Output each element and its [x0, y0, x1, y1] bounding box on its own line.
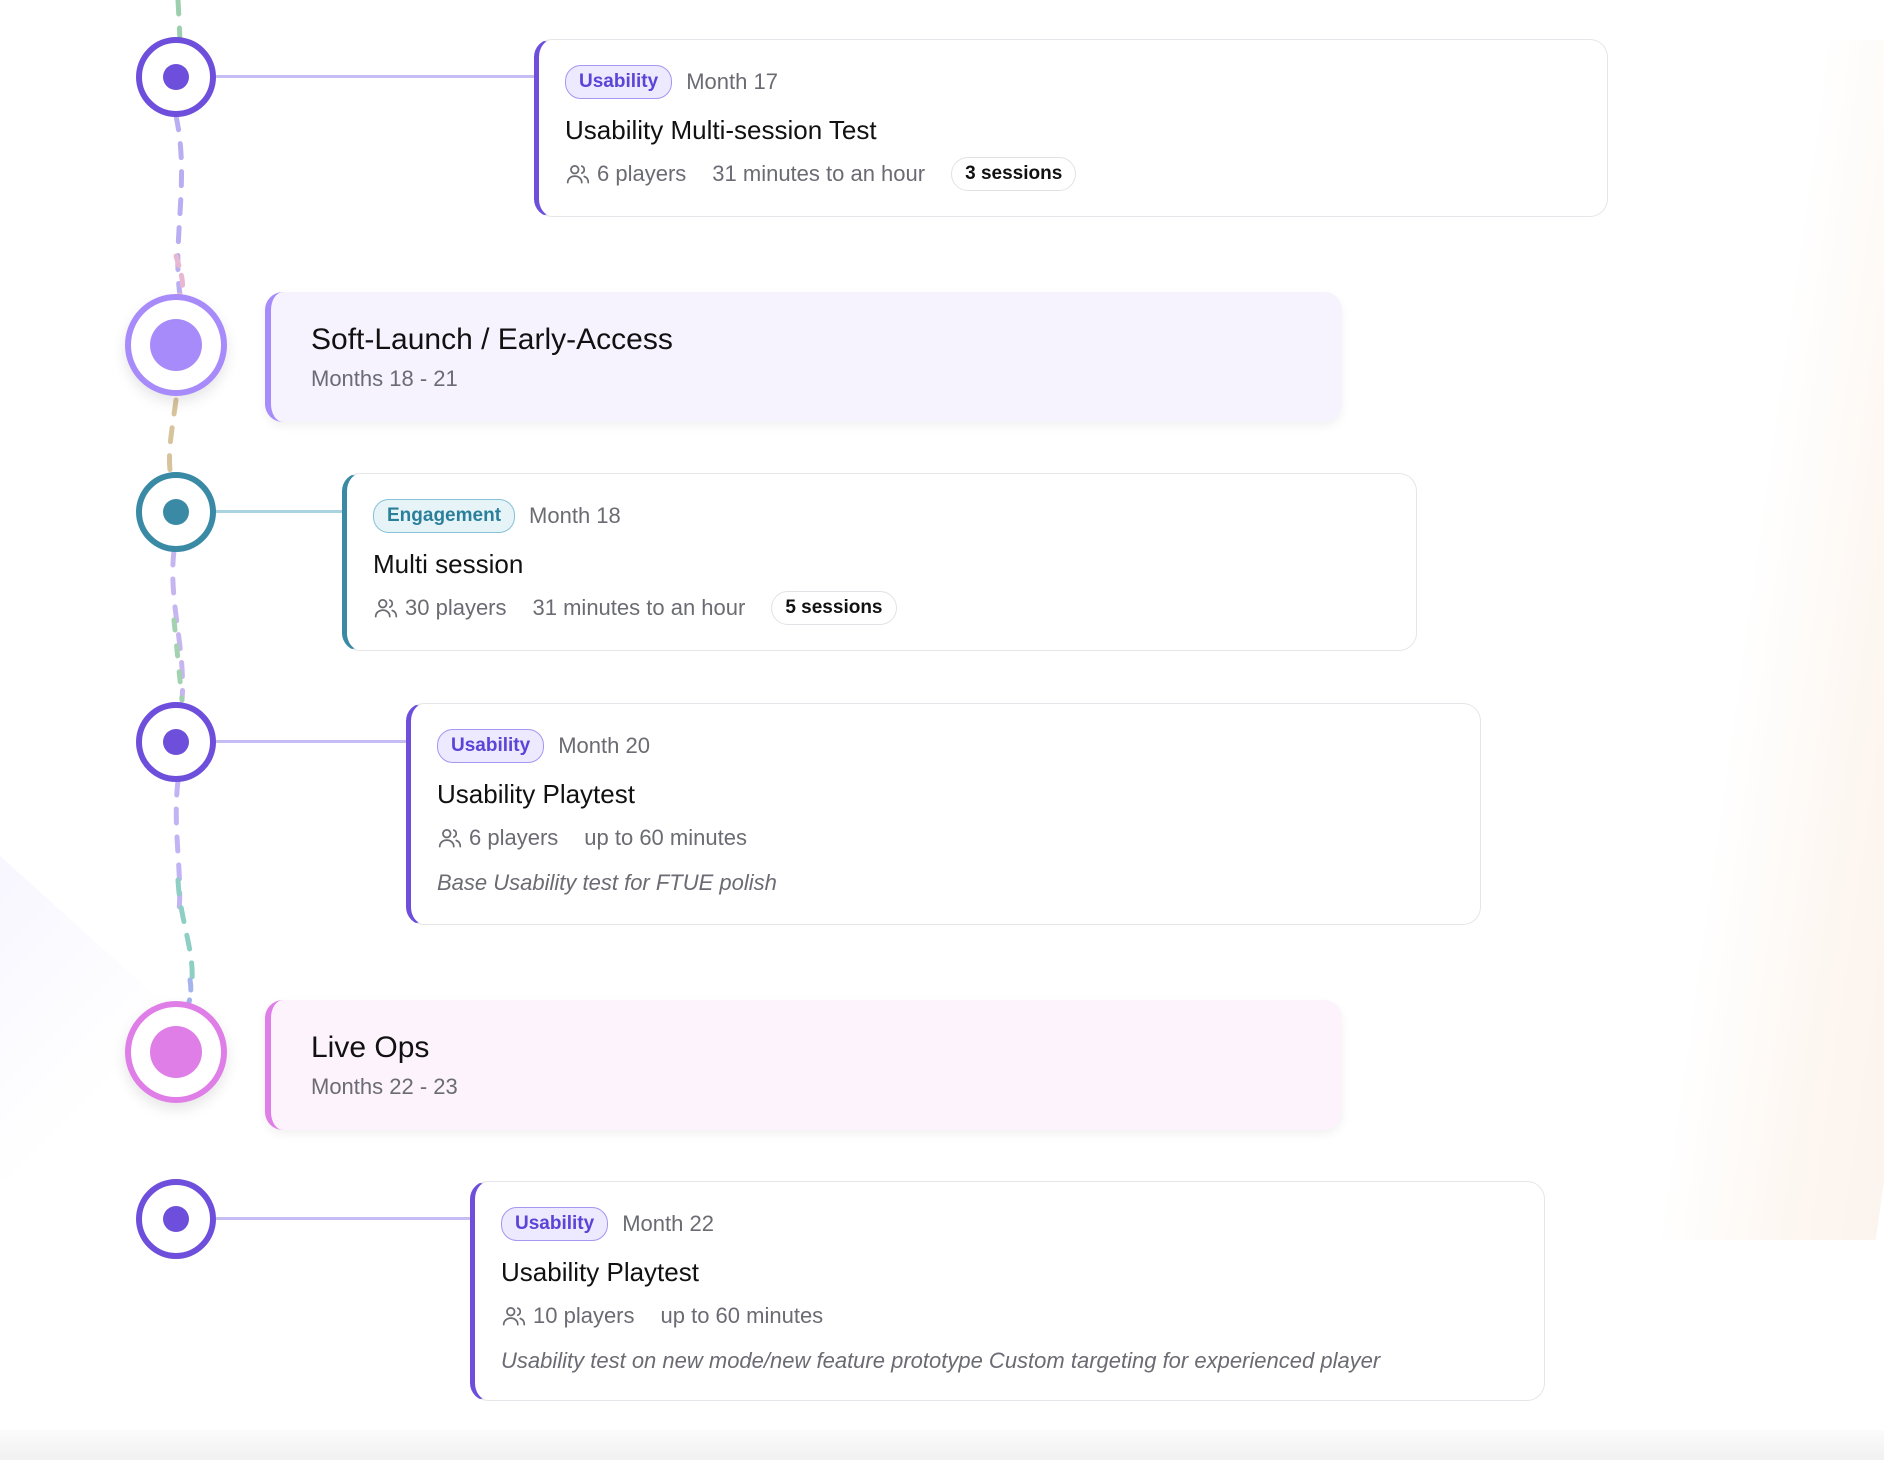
timeline-connector: [214, 510, 344, 513]
timeline-connector: [214, 740, 408, 743]
test-card[interactable]: Usability Month 22 Usability Playtest 10…: [470, 1181, 1545, 1401]
test-title: Usability Playtest: [437, 779, 635, 809]
people-icon: [438, 829, 462, 848]
sessions-badge: 3 sessions: [951, 157, 1077, 191]
timeline-phase-node: [125, 1001, 227, 1103]
background-decoration-right: [1655, 40, 1884, 1240]
timeline-connector: [214, 1217, 472, 1220]
timeline-phase-node: [125, 294, 227, 396]
month-label: Month 22: [622, 1211, 714, 1236]
category-tag: Usability: [437, 729, 545, 763]
timeline-dashed-line: [175, 877, 195, 983]
month-label: Month 18: [529, 503, 621, 528]
month-label: Month 20: [558, 733, 650, 758]
player-count: 30 players: [405, 595, 507, 620]
timeline-dashed-line: [166, 397, 179, 473]
test-title: Multi session: [373, 549, 524, 579]
category-tag: Engagement: [373, 499, 516, 533]
category-tag: Usability: [501, 1207, 609, 1241]
duration: 31 minutes to an hour: [532, 595, 746, 620]
people-icon: [502, 1307, 526, 1326]
timeline-connector: [214, 75, 534, 78]
timeline-node-usability: [136, 702, 216, 782]
timeline-node-dot: [150, 319, 202, 371]
player-count: 6 players: [469, 825, 559, 850]
timeline-node-usability: [136, 37, 216, 117]
test-card[interactable]: Usability Month 20 Usability Playtest 6 …: [406, 703, 1481, 925]
player-count: 6 players: [597, 161, 687, 186]
phase-card-soft-launch: Soft-Launch / Early-Access Months 18 - 2…: [265, 292, 1342, 422]
timeline-node-dot: [150, 1026, 202, 1078]
phase-months: Months 22 - 23: [311, 1074, 458, 1099]
month-label: Month 17: [686, 69, 778, 94]
timeline-node-usability: [136, 1179, 216, 1259]
timeline-node-engagement: [136, 472, 216, 552]
phase-months: Months 18 - 21: [311, 366, 458, 391]
phase-title: Soft-Launch / Early-Access: [311, 323, 673, 356]
timeline-node-dot: [163, 729, 189, 755]
timeline-dashed-line: [173, 778, 183, 923]
test-note: Base Usability test for FTUE polish: [437, 870, 777, 895]
test-title: Usability Playtest: [501, 1257, 699, 1287]
phase-card-live-ops: Live Ops Months 22 - 23: [265, 1000, 1342, 1130]
timeline-dashed-line: [173, 253, 185, 298]
phase-title: Live Ops: [311, 1031, 430, 1064]
test-card[interactable]: Usability Month 17 Usability Multi-sessi…: [534, 39, 1608, 217]
timeline-node-dot: [163, 499, 189, 525]
timeline-dashed-line: [173, 113, 185, 298]
duration: up to 60 minutes: [584, 825, 747, 850]
timeline-dashed-line: [185, 977, 194, 1008]
page-bottom-band: [0, 1430, 1884, 1460]
people-icon: [566, 165, 590, 184]
timeline-dashed-line: [171, 617, 185, 703]
timeline-dashed-line: [170, 548, 186, 703]
sessions-badge: 5 sessions: [771, 591, 897, 625]
timeline-node-dot: [163, 64, 189, 90]
player-count: 10 players: [533, 1303, 635, 1328]
duration: 31 minutes to an hour: [712, 161, 926, 186]
background-decoration-left: [0, 820, 200, 1180]
duration: up to 60 minutes: [660, 1303, 824, 1328]
test-title: Usability Multi-session Test: [565, 115, 877, 145]
test-card[interactable]: Engagement Month 18 Multi session 30 pla…: [342, 473, 1417, 651]
category-tag: Usability: [565, 65, 673, 99]
timeline-node-dot: [163, 1206, 189, 1232]
people-icon: [374, 599, 398, 618]
test-note: Usability test on new mode/new feature p…: [501, 1348, 1381, 1373]
